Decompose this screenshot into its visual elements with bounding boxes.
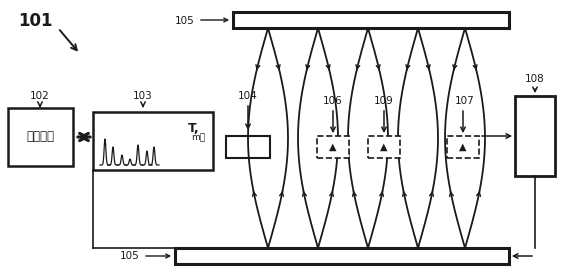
Text: 105: 105 (120, 251, 140, 261)
Text: トラップ: トラップ (27, 131, 54, 144)
Text: m秒: m秒 (191, 134, 205, 142)
Bar (233, 12, 509, 28)
Text: 104: 104 (238, 91, 258, 101)
Bar (368, 136, 400, 158)
Bar (317, 136, 349, 158)
Text: ▲: ▲ (329, 142, 337, 152)
Bar (8, 108, 73, 166)
Text: T,: T, (188, 121, 200, 134)
Bar (93, 112, 213, 170)
Text: ▲: ▲ (459, 142, 467, 152)
Bar (226, 136, 270, 158)
Text: 102: 102 (30, 91, 50, 101)
Text: 108: 108 (525, 74, 545, 84)
Text: 107: 107 (455, 96, 475, 106)
Bar (447, 136, 479, 158)
Text: 109: 109 (374, 96, 394, 106)
Text: ▲: ▲ (380, 142, 388, 152)
Text: 103: 103 (133, 91, 153, 101)
Bar (515, 96, 555, 176)
Text: 106: 106 (323, 96, 343, 106)
Text: 101: 101 (18, 12, 53, 30)
Bar (175, 248, 509, 264)
Text: 105: 105 (175, 16, 195, 26)
